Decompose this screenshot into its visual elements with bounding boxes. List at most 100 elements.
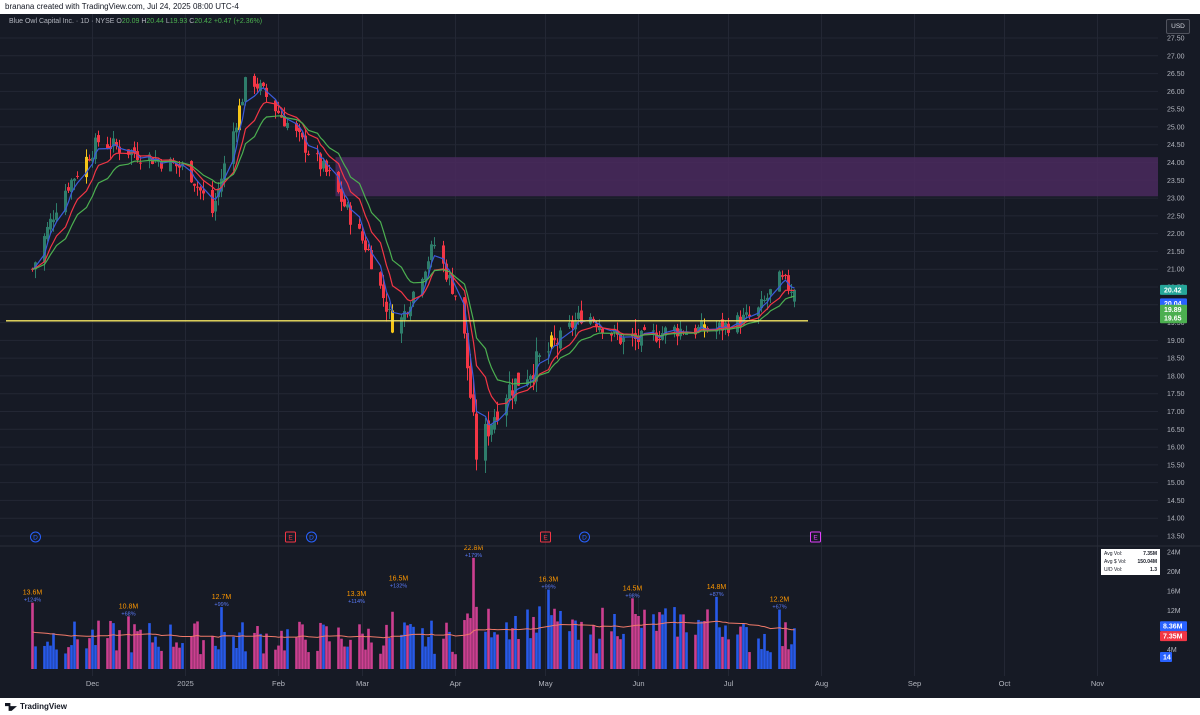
price-tick-label: 22.50 [1167, 213, 1185, 220]
volume-bar [736, 634, 739, 669]
candle-body [601, 328, 604, 334]
volume-bar [766, 650, 769, 669]
volume-annotation-pct: +68% [121, 611, 135, 617]
candle [763, 295, 766, 303]
candle-body [73, 178, 76, 181]
candle [442, 240, 445, 273]
candle [193, 183, 196, 192]
candle [589, 313, 592, 326]
candle-body [259, 83, 262, 91]
chart-frame[interactable]: 27.50 27.00 26.50 26.00 25.50 25.00 24.50 24.00… [0, 14, 1200, 698]
volume-bar [199, 654, 202, 669]
volume-annotation-value: 13.3M [347, 591, 367, 598]
candle [643, 324, 646, 331]
candle-body [748, 314, 751, 317]
candlestick-chart[interactable]: 27.50 27.00 26.50 26.00 25.50 25.00 24.50 24.00… [0, 14, 1200, 698]
candle-body [469, 365, 472, 398]
avg-vol-label: Avg Vol: [1104, 551, 1123, 557]
candle [322, 157, 325, 172]
volume-bar [517, 639, 520, 669]
candle-body [652, 330, 655, 332]
candle-body [514, 378, 517, 402]
candle-body [568, 322, 571, 327]
candle [424, 270, 427, 285]
volume-bar [91, 629, 94, 669]
volume-bar [295, 637, 298, 669]
price-tick-label: 15.50 [1167, 462, 1185, 469]
volume-bar [556, 621, 559, 669]
candle [769, 288, 772, 303]
candle-body [46, 226, 49, 240]
candle [388, 303, 391, 319]
candle-body [301, 132, 304, 138]
candle [658, 330, 661, 349]
volume-bar [508, 639, 511, 669]
candle-body [508, 384, 511, 400]
price-tick-label: 13.50 [1167, 534, 1185, 541]
candle-body [784, 274, 787, 277]
volume-bar [118, 630, 121, 669]
candle-body [370, 250, 373, 270]
candle-body [133, 147, 136, 154]
candle [115, 138, 118, 150]
volume-annotation-value: 12.2M [770, 597, 790, 604]
volume-bar [382, 645, 385, 669]
volume-bar [706, 609, 709, 669]
volume-annotation-pct: +99% [214, 602, 228, 608]
avg-dollar-vol-value: 150.04M [1137, 559, 1157, 565]
price-tag-label: 19.65 [1164, 316, 1182, 323]
volume-bar [196, 621, 199, 669]
volume-bar [577, 639, 580, 669]
volume-bar [547, 589, 550, 669]
volume-bar [637, 615, 640, 669]
time-tick-label: 2025 [177, 679, 194, 688]
ud-vol-value: 1.3 [1150, 567, 1157, 573]
candle-body [64, 190, 67, 213]
candle-body [49, 218, 52, 230]
volume-bar [610, 631, 613, 669]
candle [400, 314, 403, 343]
volume-bar [151, 642, 154, 669]
volume-bar [109, 620, 112, 669]
candle [679, 321, 682, 340]
candle [244, 76, 247, 106]
candle [379, 271, 382, 289]
candle-body [244, 77, 247, 102]
candle [385, 293, 388, 322]
resistance-zone [335, 157, 1158, 197]
candle-body [109, 146, 112, 149]
volume-bar [112, 623, 115, 669]
candle-body [793, 289, 796, 302]
volume-annotation: 13.6M+124% [23, 590, 43, 604]
candle [256, 77, 259, 93]
candle-body [178, 164, 181, 168]
candle [433, 237, 436, 249]
candle [169, 157, 172, 172]
volume-bar [748, 652, 751, 669]
volume-average-line [32, 620, 795, 639]
volume-bar [115, 650, 118, 669]
event-marker-letter: E [543, 535, 548, 542]
candle [364, 234, 367, 253]
candle-body [490, 424, 493, 435]
volume-bar [286, 629, 289, 669]
candle-body [286, 122, 289, 128]
candle [235, 122, 238, 143]
volume-bars [31, 557, 796, 669]
candle-body [322, 161, 325, 169]
currency-button[interactable]: USD [1166, 19, 1190, 34]
price-tick-label: 21.50 [1167, 249, 1185, 256]
candle-body [529, 375, 532, 380]
candle [265, 83, 268, 103]
candle-body [412, 291, 415, 304]
candle-body [193, 183, 196, 186]
volume-bar [136, 631, 139, 669]
tradingview-logo[interactable]: TradingView [5, 698, 67, 715]
volume-bar [742, 623, 745, 669]
attribution-text: branana created with TradingView.com, Ju… [5, 2, 239, 11]
candle [568, 315, 571, 329]
candle [535, 337, 538, 392]
volume-bar [472, 557, 475, 669]
price-tick-label: 26.50 [1167, 71, 1185, 78]
volume-bar [469, 618, 472, 669]
